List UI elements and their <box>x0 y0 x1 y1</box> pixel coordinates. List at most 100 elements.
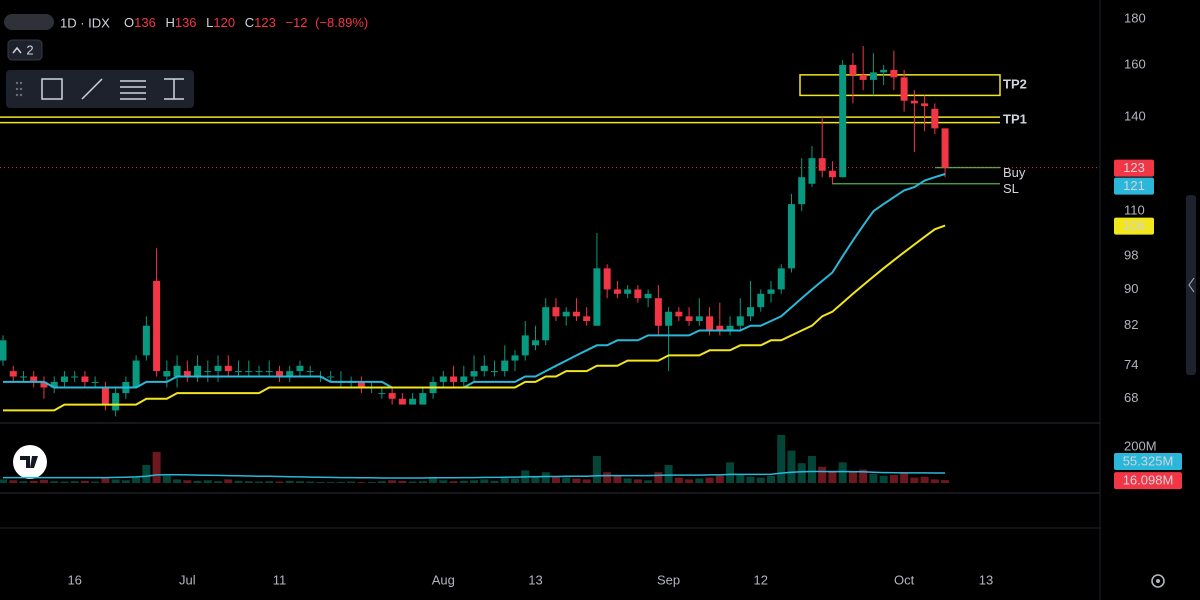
volume-bar <box>838 462 847 483</box>
volume-bar <box>121 480 130 483</box>
price-badge-label: 55.325M <box>1123 453 1174 468</box>
candle-body <box>265 371 273 373</box>
y-tick-label: 98 <box>1124 248 1138 263</box>
volume-bar <box>459 480 468 483</box>
volume-bar <box>664 465 673 483</box>
y-tick-label: 140 <box>1124 109 1146 124</box>
volume-bar <box>39 479 48 483</box>
y-tick-label: 110 <box>1124 203 1145 218</box>
level-label: Buy <box>1003 165 1026 180</box>
volume-bar <box>183 480 192 483</box>
candle-body <box>634 289 642 299</box>
drag-handle <box>15 81 23 97</box>
volume-bar <box>285 480 294 483</box>
volume-bar <box>859 469 868 483</box>
line-tool[interactable] <box>81 78 103 100</box>
volume-bar <box>336 481 345 483</box>
volume-bar <box>572 478 581 483</box>
candle-body <box>450 376 458 382</box>
y-tick-label: 68 <box>1124 390 1138 405</box>
fib-tool[interactable] <box>120 80 146 100</box>
volume-bar <box>674 477 683 483</box>
volume-bar <box>705 477 714 483</box>
candle-body <box>941 128 949 168</box>
candle-body <box>757 293 765 308</box>
volume-bar <box>91 481 100 483</box>
volume-bar <box>828 470 837 483</box>
candle-body <box>245 371 253 373</box>
candle-body <box>327 376 335 378</box>
candle-body <box>30 376 38 382</box>
candle-body <box>839 64 847 178</box>
drawing-toolbar <box>6 70 194 108</box>
volume-bar <box>60 481 69 483</box>
price-badge <box>1114 217 1154 235</box>
candle-body <box>101 387 109 405</box>
price-badge-label: 16.098M <box>1123 473 1174 488</box>
volume-bar <box>234 480 243 483</box>
volume-bar <box>633 479 642 483</box>
ohlc-label: L <box>206 15 213 30</box>
ohlc-label: C <box>245 15 254 30</box>
price-badge-label: 121 <box>1123 178 1145 193</box>
toggle-count: 2 <box>26 42 33 57</box>
volume-bar <box>326 482 335 483</box>
candle-body <box>747 307 755 317</box>
measure-tool[interactable] <box>164 78 184 100</box>
candle-body <box>685 316 693 322</box>
volume-bar <box>388 480 397 483</box>
moving-average-line <box>3 224 946 412</box>
volume-bar <box>203 480 212 483</box>
candle-body <box>562 311 570 317</box>
target-label: TP1 <box>1003 111 1027 126</box>
candle-body <box>470 371 478 377</box>
volume-bar <box>623 478 632 483</box>
candle-body <box>572 311 580 317</box>
candle-body <box>81 376 89 382</box>
settings-button[interactable] <box>1151 574 1165 588</box>
ohlc-value: 136 <box>175 15 197 30</box>
moving-average-line <box>3 173 946 389</box>
toolbar-box <box>6 70 194 108</box>
ohlc-value: 120 <box>213 15 235 30</box>
candle-body <box>19 376 27 378</box>
candle-body <box>378 393 386 395</box>
volume-bar <box>255 481 263 483</box>
volume-bar <box>767 475 775 483</box>
volume-bar <box>214 481 223 483</box>
volume-bar <box>408 481 417 483</box>
candle-body <box>275 371 283 377</box>
toggle-box[interactable] <box>7 39 43 61</box>
volume-bar <box>879 475 888 483</box>
x-tick-label: Sep <box>657 572 680 587</box>
candle-body <box>613 289 621 294</box>
scroll-handle[interactable] <box>1186 195 1196 375</box>
volume-bar <box>132 477 141 483</box>
candle-body <box>439 376 447 382</box>
volume-bar <box>900 472 909 483</box>
y-tick-label: 82 <box>1124 317 1138 332</box>
candle-body <box>388 393 396 399</box>
candle-body <box>521 335 529 356</box>
volume-bar <box>715 475 724 483</box>
change-pct: (−8.89%) <box>315 15 368 30</box>
candle-body <box>931 108 939 129</box>
candle-body <box>798 177 806 205</box>
candle-body <box>675 311 683 317</box>
candle-body <box>480 365 488 372</box>
candle-body <box>491 371 499 373</box>
volume-bar <box>357 482 366 483</box>
candle-body <box>214 365 222 372</box>
candle-body <box>255 371 263 373</box>
target-label: TP2 <box>1003 77 1027 92</box>
volume-bar <box>439 480 448 483</box>
indicator-toggle[interactable]: 2 <box>7 39 43 61</box>
candle-body <box>552 307 560 317</box>
level-label: SL <box>1003 181 1019 196</box>
candle-body <box>60 376 68 382</box>
candle-body <box>654 298 662 326</box>
x-tick-label: 13 <box>979 572 993 587</box>
candle-body <box>142 325 150 356</box>
candle-body <box>767 289 775 294</box>
rect-tool[interactable] <box>41 78 63 100</box>
